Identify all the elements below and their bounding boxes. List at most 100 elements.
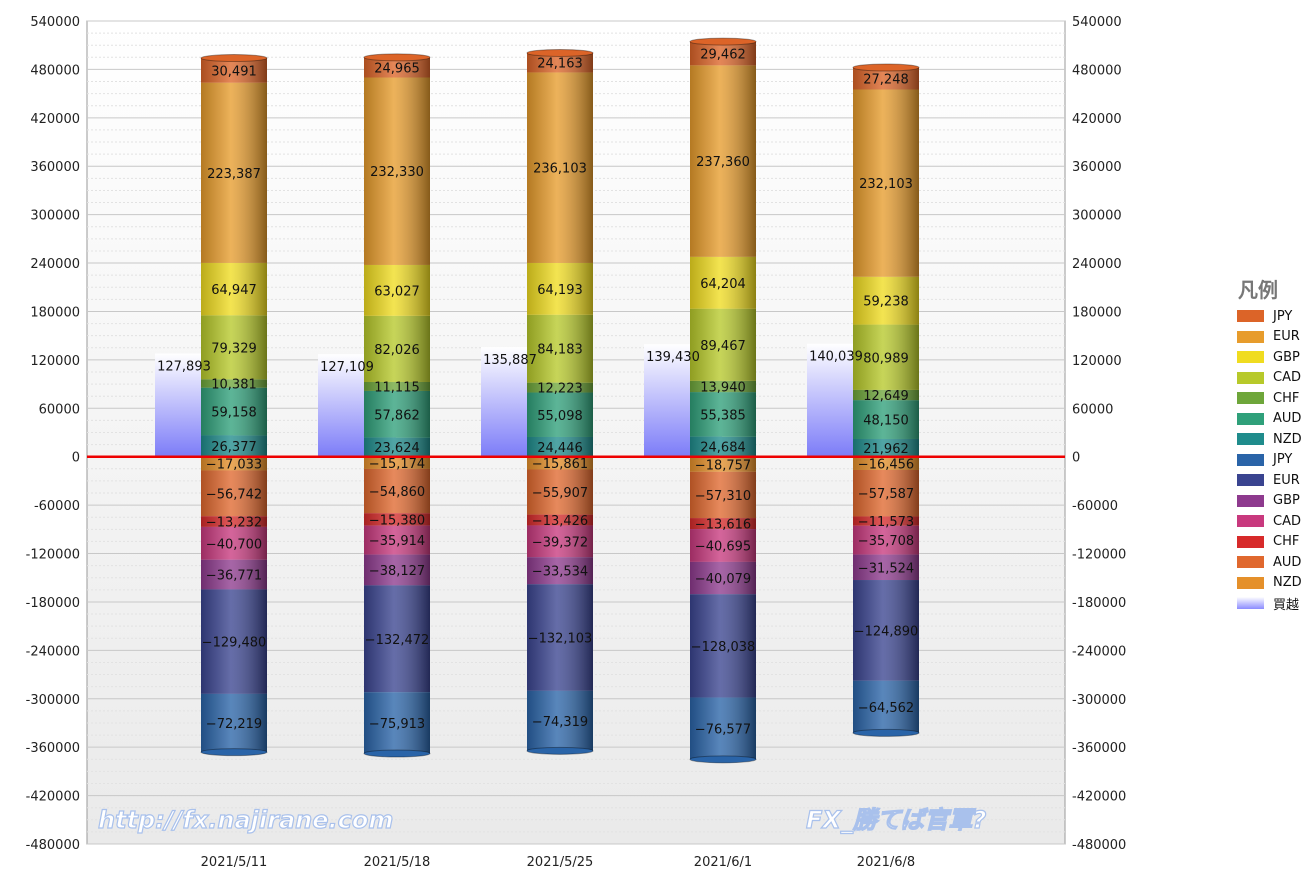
- bar-segment-shade: [853, 400, 919, 439]
- legend-item: CAD: [1237, 511, 1306, 532]
- y-tick-label-left: -420000: [26, 790, 80, 805]
- y-tick-label-left: 120000: [30, 354, 80, 369]
- data-label: −40,700: [206, 537, 262, 552]
- y-axis-right: 540000 480000 420000 360000 300000 240000 1800…: [1072, 15, 1126, 853]
- bar-segment-shade: [853, 89, 919, 277]
- data-label: 24,684: [700, 441, 746, 456]
- legend: 凡例 JPY EUR GBP CAD CHF AUD NZD JPY EUR GBP CAD CHF A…: [1237, 278, 1306, 614]
- data-label: 48,150: [863, 414, 909, 429]
- bar-segment-shade: [527, 314, 593, 383]
- legend-item: CHF: [1237, 532, 1306, 553]
- y-tick-label-left: 0: [72, 451, 80, 466]
- data-label: 12,649: [863, 389, 909, 404]
- bar-segment-shade: [364, 381, 430, 391]
- x-axis: 2021/5/11 2021/5/18 2021/5/25 2021/6/1 2021/…: [201, 855, 916, 870]
- y-tick-label-right: -360000: [1072, 741, 1126, 756]
- x-tick-label: 2021/6/1: [694, 855, 752, 870]
- bar-segment-shade: [201, 470, 267, 517]
- bar-segment-shade: [201, 589, 267, 694]
- bar-segment-shade: [853, 554, 919, 581]
- data-label: −16,456: [858, 457, 914, 472]
- data-label: −38,127: [369, 564, 425, 579]
- bar-cap: [526, 48, 594, 57]
- bar-segment-shade: [201, 82, 267, 263]
- data-label: −35,708: [858, 534, 914, 549]
- y-tick-label-left: 300000: [30, 209, 80, 224]
- data-label: −55,907: [532, 486, 588, 501]
- bar-segment-shade: [690, 697, 756, 760]
- bar-segment-shade: [364, 315, 430, 382]
- data-label: −17,033: [206, 458, 262, 473]
- legend-item: JPY: [1237, 306, 1306, 327]
- data-label: 64,204: [700, 277, 746, 292]
- y-tick-label-left: -480000: [26, 838, 80, 853]
- legend-item: AUD: [1237, 552, 1306, 573]
- bar-segment-shade: [201, 559, 267, 590]
- legend-label: GBP: [1273, 493, 1300, 509]
- data-label: −57,587: [858, 487, 914, 502]
- legend-label: NZD: [1273, 575, 1302, 591]
- bar-segment-shade: [527, 557, 593, 585]
- data-label: −13,426: [532, 514, 588, 529]
- legend-swatch: [1237, 412, 1264, 425]
- bar-cap: [363, 749, 431, 758]
- bar-segment-shade: [364, 437, 430, 457]
- data-label: 80,989: [863, 351, 909, 366]
- net-label: 127,893: [157, 360, 211, 375]
- legend-items: JPY EUR GBP CAD CHF AUD NZD JPY EUR GBP CAD CHF AUD N…: [1237, 306, 1306, 614]
- legend-item: EUR: [1237, 327, 1306, 348]
- data-label: 21,962: [863, 442, 909, 457]
- bar-segment-shade: [853, 525, 919, 555]
- legend-label: NZD: [1273, 431, 1302, 447]
- data-label: −72,219: [206, 717, 262, 732]
- bar-segment-shade: [527, 525, 593, 558]
- bar-segment-shade: [690, 380, 756, 393]
- legend-item: EUR: [1237, 470, 1306, 491]
- bar-segment-shade: [690, 594, 756, 698]
- bar-segment-shade: [364, 513, 430, 526]
- bar-segment-shade: [690, 561, 756, 595]
- bar-segment-shade: [853, 469, 919, 517]
- legend-item: NZD: [1237, 429, 1306, 450]
- net-label: 140,039: [809, 350, 863, 365]
- y-tick-label-right: 60000: [1072, 402, 1113, 417]
- legend-item: JPY: [1237, 450, 1306, 471]
- data-label: 24,163: [537, 57, 583, 72]
- data-label: 23,624: [374, 441, 420, 456]
- data-label: 26,377: [211, 440, 257, 455]
- bar-segment-shade: [201, 262, 267, 316]
- data-label: 24,446: [537, 441, 583, 456]
- y-tick-label-right: -480000: [1072, 838, 1126, 853]
- bar-segment-shade: [690, 529, 756, 562]
- data-label: 59,238: [863, 295, 909, 310]
- bar-segment-shade: [364, 468, 430, 514]
- legend-swatch: [1237, 494, 1264, 507]
- x-tick-label: 2021/6/8: [857, 855, 915, 870]
- bar-cap: [852, 63, 920, 72]
- data-label: −11,573: [858, 515, 914, 530]
- y-tick-label-right: 360000: [1072, 160, 1122, 175]
- legend-item: CAD: [1237, 368, 1306, 389]
- bar-cap: [363, 53, 431, 62]
- data-label: −35,914: [369, 534, 425, 549]
- legend-item: GBP: [1237, 347, 1306, 368]
- bar-segment-shade: [364, 554, 430, 586]
- bar-segment-shade: [690, 436, 756, 457]
- y-tick-label-left: 60000: [39, 402, 80, 417]
- x-tick-label: 2021/5/11: [201, 855, 268, 870]
- bar-segment-shade: [853, 438, 919, 457]
- bar-cap: [526, 746, 594, 755]
- data-label: 89,467: [700, 339, 746, 354]
- data-label: 237,360: [696, 155, 750, 170]
- net-label: 139,430: [646, 350, 700, 365]
- data-label: −128,038: [691, 640, 756, 655]
- bar-segment-shade: [527, 436, 593, 457]
- data-label: 11,115: [374, 380, 420, 395]
- y-tick-label-right: -420000: [1072, 790, 1126, 805]
- legend-swatch: [1237, 556, 1264, 569]
- legend-label: EUR: [1273, 329, 1300, 345]
- net-label: 135,887: [483, 353, 537, 368]
- y-tick-label-right: 300000: [1072, 209, 1122, 224]
- y-tick-label-left: 180000: [30, 305, 80, 320]
- y-tick-label-right: 420000: [1072, 112, 1122, 127]
